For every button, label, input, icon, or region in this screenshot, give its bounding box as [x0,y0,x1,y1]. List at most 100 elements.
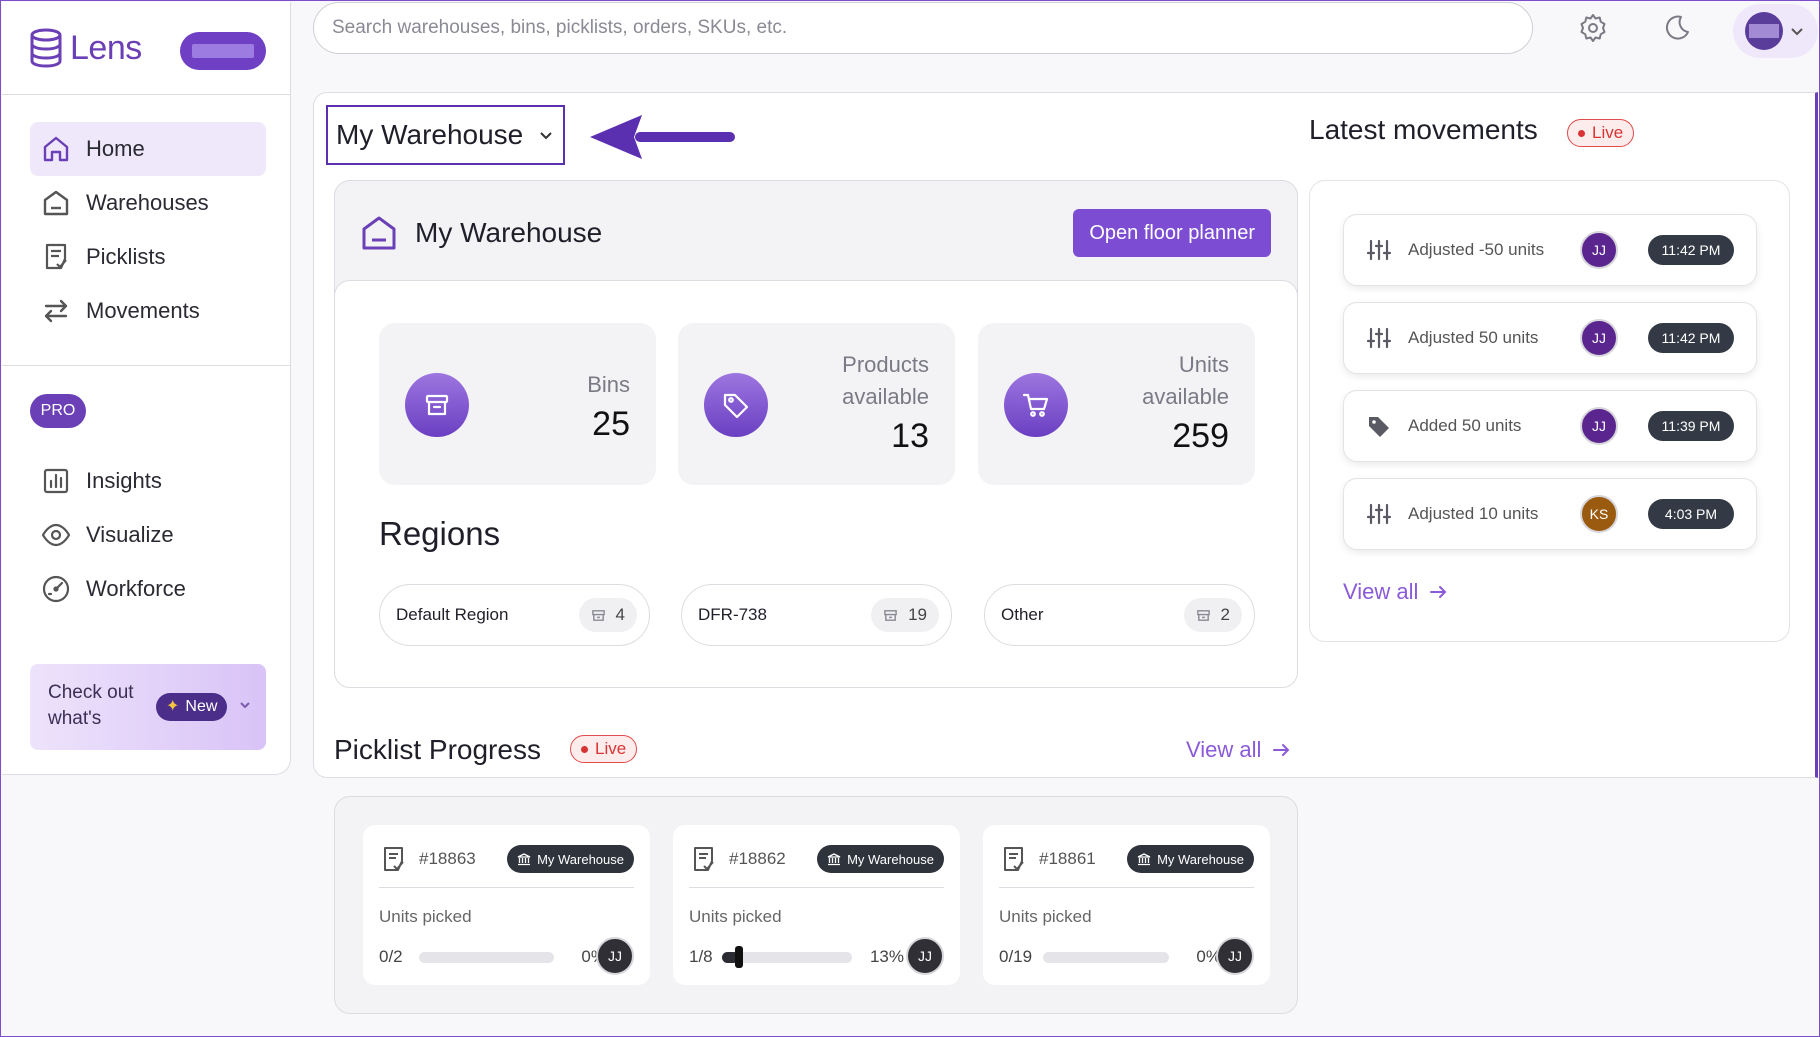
picklist-card-header: #18861 My Warehouse [999,839,1254,879]
warehouse-selector[interactable]: My Warehouse [326,105,565,165]
live-dot-icon [1578,129,1585,137]
eye-icon [41,523,71,547]
whats-new-promo[interactable]: Check out what's ✦ New [30,664,266,750]
progress-row: 0/19 0% JJ [999,937,1254,977]
progress-bar [419,951,554,963]
sliders-icon [1366,503,1392,525]
avatar: JJ [1216,937,1254,975]
sidebar-item-home[interactable]: Home [30,122,266,176]
divider [379,887,634,888]
region-chip[interactable]: DFR-738 19 [681,584,952,646]
picklist-icon [1004,847,1024,871]
movement-item[interactable]: Adjusted -50 units JJ 11:42 PM [1343,214,1757,286]
stat-label: Products available [842,352,929,409]
movement-item[interactable]: Adjusted 50 units JJ 11:42 PM [1343,302,1757,374]
chevron-down-icon [540,132,552,140]
search-input[interactable]: Search warehouses, bins, picklists, orde… [313,2,1533,54]
movement-text: Added 50 units [1408,416,1522,435]
region-count-value: 4 [615,605,625,624]
movement-item[interactable]: Adjusted 10 units KS 4:03 PM [1343,478,1757,550]
avatar: JJ [1580,319,1618,357]
movement-text: Adjusted 50 units [1408,328,1539,347]
sidebar-item-label: Insights [86,468,162,493]
sparkle-icon: ✦ [166,698,180,715]
warehouse-icon [362,216,396,250]
movements-icon [44,299,68,323]
progress-bar [1043,951,1169,963]
live-label: Live [1592,123,1624,142]
warehouse-badge-label: My Warehouse [847,851,934,867]
progress-bar [722,945,852,968]
picklist-id: #18863 [419,849,476,868]
org-badge[interactable] [180,32,266,70]
sidebar-item-label: Movements [86,298,200,323]
sidebar-item-workforce[interactable]: Workforce [30,562,266,616]
live-label: Live [595,739,627,758]
region-bin-count: 2 [1183,598,1242,632]
sidebar-item-warehouses[interactable]: Warehouses [30,176,266,230]
view-all-label: View all [1186,737,1262,762]
cart-icon [1004,373,1068,437]
picklist-card[interactable]: #18861 My Warehouse Units picked 0/19 0%… [983,825,1270,985]
sidebar-divider [2,365,290,366]
stat-value: 25 [592,405,630,443]
region-chip[interactable]: Other 2 [984,584,1255,646]
movement-item[interactable]: Added 50 units JJ 11:39 PM [1343,390,1757,462]
live-dot-icon [581,745,588,753]
movement-text: Adjusted -50 units [1408,240,1545,259]
brand-logo[interactable]: Lens [28,28,142,68]
region-chip[interactable]: Default Region 4 [379,584,650,646]
avatar [1745,12,1783,50]
annotation-arrow-icon [590,115,735,159]
open-floor-planner-button[interactable]: Open floor planner [1073,209,1271,257]
sidebar-item-insights[interactable]: Insights [30,454,266,508]
warehouse-card-header: My Warehouse [359,213,602,253]
progress-fill [722,951,739,963]
warehouse-icon [43,190,69,216]
movement-time: 11:42 PM [1648,323,1734,353]
progress-percent: 0% [1196,947,1221,966]
latest-movements-title: Latest movements [1309,114,1538,145]
movements-view-all-link[interactable]: View all [1343,579,1448,605]
main-nav: Home Warehouses Picklists Movements [30,122,266,338]
stat-label: Bins [587,372,630,397]
picklist-card-header: #18862 My Warehouse [689,839,944,879]
region-bin-count: 19 [871,598,939,632]
region-bin-count: 4 [578,598,637,632]
app-name: Lens [70,28,142,67]
stat-value: 13 [891,417,929,455]
sidebar: Lens Home Warehouses Picklists Movem [2,2,291,775]
view-all-label: View all [1343,579,1419,604]
warehouse-badge-label: My Warehouse [537,851,624,867]
picked-fraction: 0/2 [379,947,403,966]
picked-fraction: 0/19 [999,947,1033,966]
picklists-view-all-link[interactable]: View all [1186,737,1291,763]
sliders-icon [1366,239,1392,261]
sidebar-item-picklists[interactable]: Picklists [30,230,266,284]
sidebar-item-movements[interactable]: Movements [30,284,266,338]
sidebar-item-visualize[interactable]: Visualize [30,508,266,562]
picklist-card[interactable]: #18862 My Warehouse Units picked 1/8 13%… [673,825,960,985]
gear-icon[interactable] [1577,12,1609,44]
warehouse-card: My Warehouse Open floor planner Bins 25 … [334,180,1298,688]
progress-row: 1/8 13% JJ [689,937,944,977]
avatar: KS [1580,495,1618,533]
picklist-cards: #18863 My Warehouse Units picked 0/2 0% … [334,796,1298,1014]
avatar: JJ [596,937,634,975]
warehouse-badge-label: My Warehouse [1157,851,1244,867]
warehouse-stats-panel: Bins 25 Products available 13 Units avai… [334,280,1298,688]
avatar: JJ [906,937,944,975]
warehouse-badge: My Warehouse [817,845,944,873]
home-icon [43,136,69,162]
gauge-icon [42,575,70,603]
moon-icon[interactable] [1660,12,1692,44]
live-badge: Live [570,735,638,763]
insights-icon [43,468,69,494]
sidebar-item-label: Warehouses [86,190,209,215]
chevron-down-icon [240,702,250,709]
picklist-icon [384,847,404,871]
warehouse-badge: My Warehouse [507,845,634,873]
picklist-card[interactable]: #18863 My Warehouse Units picked 0/2 0% … [363,825,650,985]
sidebar-item-label: Home [86,136,145,161]
user-menu[interactable] [1733,4,1818,58]
